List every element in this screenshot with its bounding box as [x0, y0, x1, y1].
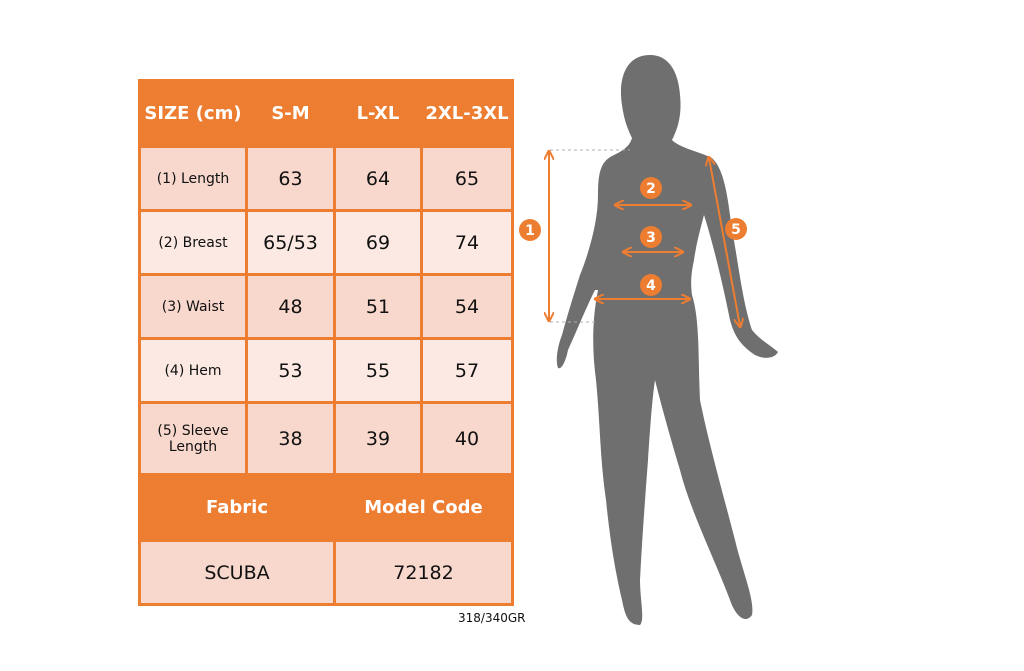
- cell: 53: [245, 337, 336, 404]
- cell: 65: [420, 145, 514, 212]
- cell: 39: [333, 401, 423, 476]
- header-2xl-3xl: 2XL-3XL: [420, 79, 514, 148]
- cell: 48: [245, 273, 336, 340]
- marker-4-icon: [640, 274, 662, 296]
- marker-1-icon: [519, 219, 541, 241]
- body-silhouette-figure: 1 2 3 4 5: [519, 55, 778, 625]
- marker-2: 2: [646, 181, 656, 197]
- marker-5-icon: [725, 218, 747, 240]
- row-label: (4) Hem: [138, 337, 248, 404]
- info-row: SCUBA 72182: [138, 539, 514, 606]
- weight-label: 318/340GR: [458, 611, 526, 625]
- row-label: (2) Breast: [138, 209, 248, 276]
- cell: 51: [333, 273, 423, 340]
- header-l-xl: L-XL: [333, 79, 423, 148]
- fabric-value: SCUBA: [138, 539, 336, 606]
- cell: 63: [245, 145, 336, 212]
- cell: 74: [420, 209, 514, 276]
- table-row: (1) Length 63 64 65: [138, 145, 514, 212]
- table-row: (2) Breast 65/53 69 74: [138, 209, 514, 276]
- cell: 54: [420, 273, 514, 340]
- fabric-label: Fabric: [138, 473, 336, 542]
- model-code-label: Model Code: [333, 473, 514, 542]
- model-code-value: 72182: [333, 539, 514, 606]
- header-s-m: S-M: [245, 79, 336, 148]
- info-header-row: Fabric Model Code: [138, 473, 514, 542]
- cell: 69: [333, 209, 423, 276]
- cell: 57: [420, 337, 514, 404]
- table-row: (3) Waist 48 51 54: [138, 273, 514, 340]
- size-chart-table: SIZE (cm) S-M L-XL 2XL-3XL (1) Length 63…: [138, 79, 514, 606]
- header-row: SIZE (cm) S-M L-XL 2XL-3XL: [138, 79, 514, 148]
- marker-3-icon: [640, 226, 662, 248]
- marker-3: 3: [646, 230, 656, 246]
- row-label: (1) Length: [138, 145, 248, 212]
- table-row: (4) Hem 53 55 57: [138, 337, 514, 404]
- cell: 38: [245, 401, 336, 476]
- cell: 64: [333, 145, 423, 212]
- marker-5: 5: [731, 222, 741, 238]
- cell: 40: [420, 401, 514, 476]
- row-label: (5) Sleeve Length: [138, 401, 248, 476]
- marker-4: 4: [646, 278, 656, 294]
- row-label: (3) Waist: [138, 273, 248, 340]
- silhouette-icon: [556, 55, 778, 625]
- cell: 55: [333, 337, 423, 404]
- marker-2-icon: [640, 177, 662, 199]
- sleeve-arrow: [709, 158, 740, 326]
- header-size: SIZE (cm): [138, 79, 248, 148]
- cell: 65/53: [245, 209, 336, 276]
- table-row: (5) Sleeve Length 38 39 40: [138, 401, 514, 476]
- marker-1: 1: [525, 223, 535, 239]
